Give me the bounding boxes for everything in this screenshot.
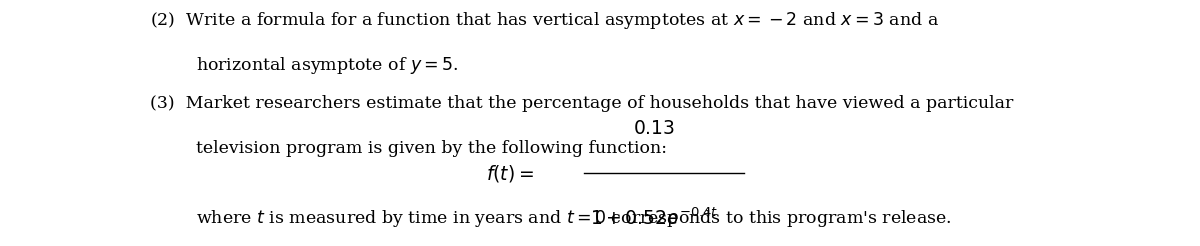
Text: $f(t) = $: $f(t) = $ [486, 163, 534, 184]
Text: (2)  Write a formula for a function that has vertical asymptotes at $x = -2$ and: (2) Write a formula for a function that … [150, 10, 940, 31]
Text: where $t$ is measured by time in years and $t = 0$ corresponds to this program's: where $t$ is measured by time in years a… [196, 208, 952, 229]
Text: $0.13$: $0.13$ [632, 120, 676, 138]
Text: horizontal asymptote of $y = 5$.: horizontal asymptote of $y = 5$. [196, 55, 458, 76]
Text: television program is given by the following function:: television program is given by the follo… [196, 140, 667, 157]
Text: (3)  Market researchers estimate that the percentage of households that have vie: (3) Market researchers estimate that the… [150, 95, 1013, 112]
Text: $1 + 0.52e^{-0.4t}$: $1 + 0.52e^{-0.4t}$ [589, 208, 719, 229]
